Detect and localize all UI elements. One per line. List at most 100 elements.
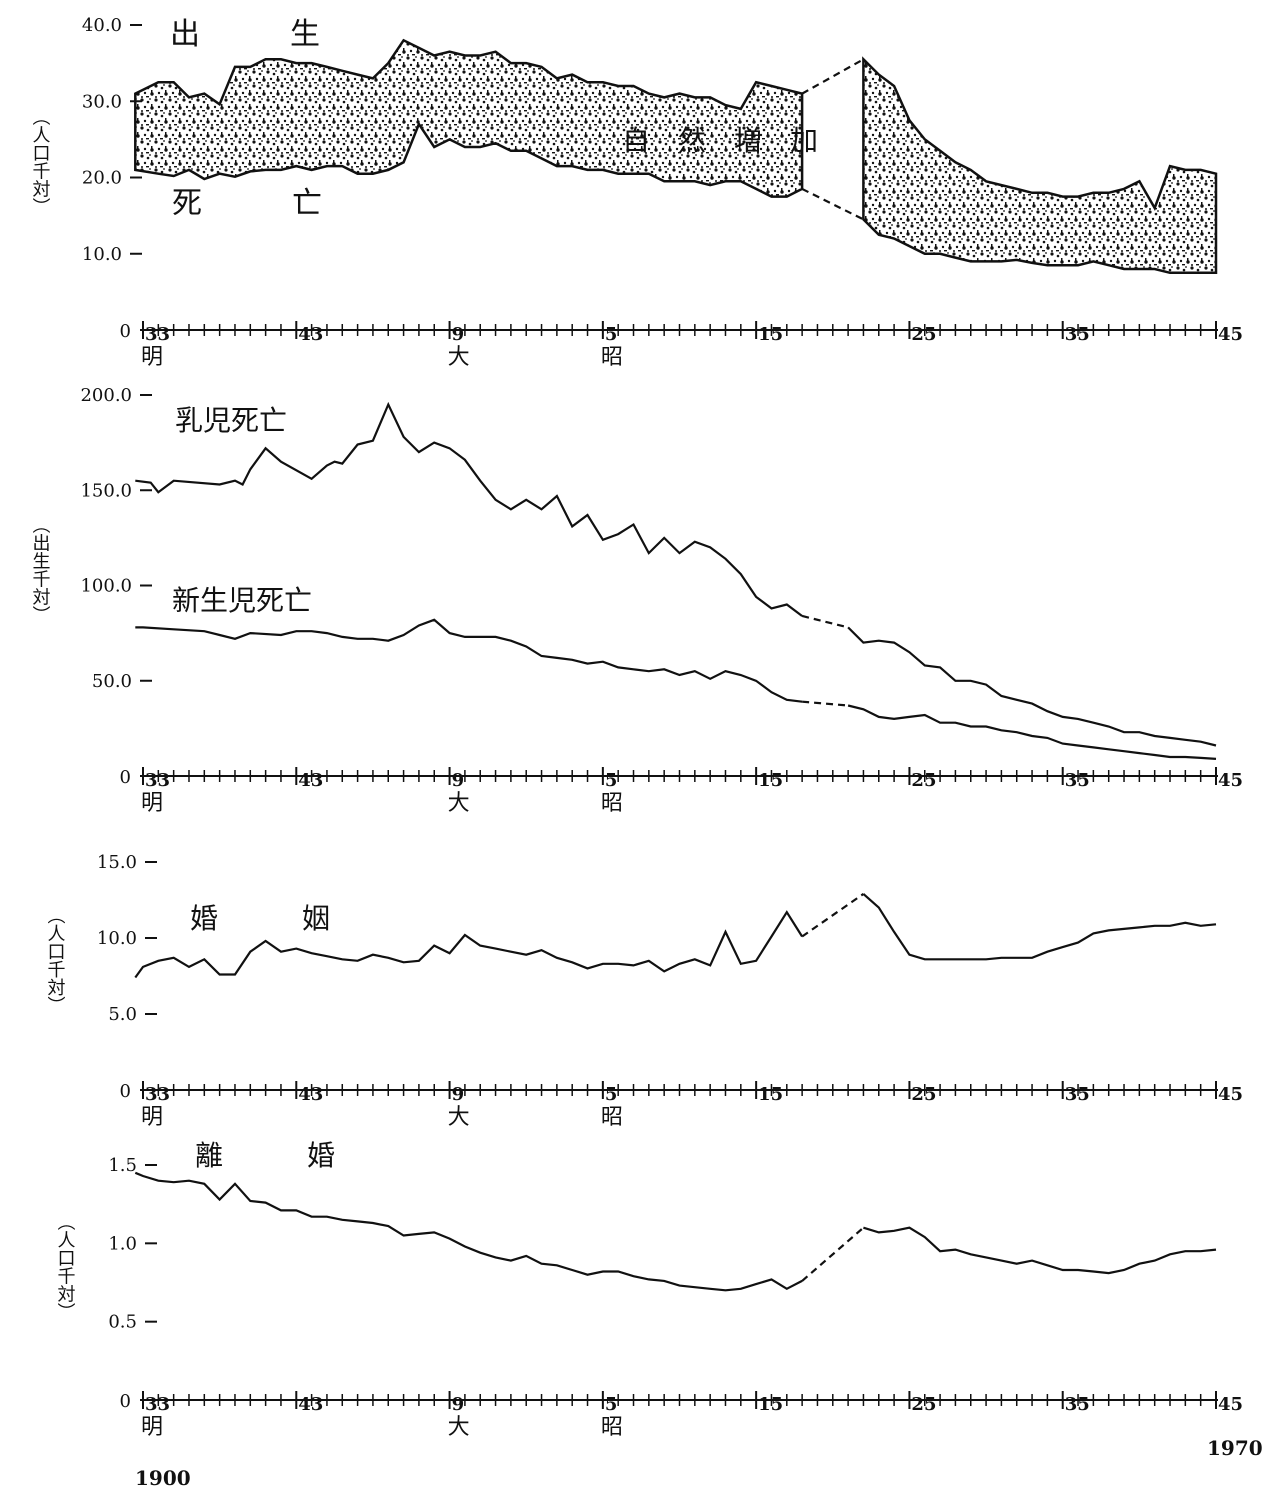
x-zero-label: 0 [120, 767, 131, 788]
era-label: 大 [448, 345, 470, 370]
x-zero-label: 0 [120, 321, 131, 342]
series-line-postwar [847, 704, 1217, 760]
panel-infant-mortality: 200.0 150.0 100.0 50.0 （出生千対） 0 33 43 9 5 15 25 35 45… [30, 385, 1244, 816]
x-tick-label: 35 [1065, 324, 1090, 345]
x-tick-label: 25 [911, 1394, 936, 1415]
era-label: 大 [448, 791, 470, 816]
x-tick-label: 35 [1065, 770, 1090, 791]
panel-marriage-content: 15.0 10.0 5.0 （人口千対） 0 33 43 9 5 15 25 35 45 明 大 昭 [45, 852, 1244, 1130]
y-tick-label: 1.5 [108, 1155, 137, 1176]
x-tick-label: 45 [1218, 1394, 1243, 1415]
series-line-prewar [134, 1171, 803, 1292]
x-tick-label: 43 [298, 770, 323, 791]
y-tick-label: 15.0 [97, 852, 137, 873]
series-gap-dashed [801, 893, 865, 938]
panel-divorce-content: 1.5 1.0 0.5 （人口千対） 0 33 43 9 5 15 25 35 45 明 大 昭 [55, 1155, 1244, 1440]
divorce-label: 離 婚 [195, 1139, 335, 1172]
infant-death-label: 乳児死亡 [175, 404, 287, 437]
y-tick-label: 10.0 [97, 928, 137, 949]
death-label: 死 亡 [172, 186, 322, 221]
x-tick-label: 45 [1218, 324, 1243, 345]
panel-marriage: 15.0 10.0 5.0 （人口千対） 0 33 43 9 5 15 25 35 45 明 大 昭 婚 姻 [45, 852, 1244, 1130]
x-zero-label: 0 [120, 1391, 131, 1412]
era-label: 明 [141, 1415, 163, 1440]
x-tick-label: 25 [911, 1084, 936, 1105]
natural-increase-band-prewar [134, 38, 804, 198]
x-tick-label: 15 [758, 1394, 783, 1415]
x-tick-label: 25 [911, 324, 936, 345]
panel-infant-mortality-content: 200.0 150.0 100.0 50.0 （出生千対） 0 33 43 9 5 15 25 35 45… [30, 385, 1244, 816]
x-tick-label: 15 [758, 770, 783, 791]
x-tick-label: 33 [145, 324, 170, 345]
y-tick-label: 50.0 [92, 671, 132, 692]
x-tick-label: 9 [452, 324, 465, 345]
marriage-label: 婚 姻 [190, 902, 330, 935]
x-tick-label: 35 [1065, 1084, 1090, 1105]
y-tick-label: 30.0 [82, 91, 122, 112]
x-tick-label: 9 [452, 1084, 465, 1105]
panel-births-deaths: 40.0 30.0 20.0 10.0 （人口千対） 0 33 43 9 5 15 25 35 45 明 大 昭… [30, 15, 1244, 370]
y-axis-label: （人口千対） [30, 108, 51, 216]
x-tick-label: 25 [911, 770, 936, 791]
series-line-prewar [135, 401, 803, 617]
era-label: 明 [141, 1105, 163, 1130]
year-end-label: 1970 [1207, 1436, 1263, 1460]
era-label: 明 [141, 791, 163, 816]
y-axis-label: （人口千対） [45, 906, 66, 1014]
x-tick-label: 43 [298, 1084, 323, 1105]
birth-label: 出 生 [170, 17, 320, 52]
series-gap-dashed [802, 700, 849, 707]
x-zero-label: 0 [120, 1081, 131, 1102]
era-label: 昭 [601, 345, 623, 370]
era-label: 昭 [601, 791, 623, 816]
death-rate-gap [801, 187, 864, 221]
x-tick-label: 33 [145, 1394, 170, 1415]
y-tick-label: 150.0 [80, 480, 132, 501]
y-axis-label: （出生千対） [30, 516, 51, 624]
x-tick-label: 9 [452, 770, 465, 791]
natural-increase-band-postwar [862, 56, 1218, 275]
series-line-postwar [862, 893, 1217, 961]
year-start-label: 1900 [135, 1466, 191, 1490]
x-tick-label: 5 [605, 770, 618, 791]
panel-births-deaths-content: 40.0 30.0 20.0 10.0 （人口千対） 0 33 43 9 5 15 25 35 45 明 大 昭 [30, 15, 1244, 370]
series-line-prewar [134, 910, 804, 979]
series-line-postwar [863, 1226, 1217, 1275]
era-label: 大 [448, 1415, 470, 1440]
y-tick-label: 200.0 [80, 385, 132, 406]
x-tick-label: 33 [145, 1084, 170, 1105]
x-tick-label: 35 [1065, 1394, 1090, 1415]
x-tick-label: 5 [605, 1084, 618, 1105]
x-tick-label: 15 [758, 1084, 783, 1105]
natural-increase-label: 自 然 増 加 [622, 124, 818, 157]
era-label: 昭 [601, 1105, 623, 1130]
era-label: 明 [141, 345, 163, 370]
x-tick-label: 5 [605, 324, 618, 345]
y-tick-label: 100.0 [80, 576, 132, 597]
y-axis-label: （人口千対） [55, 1213, 76, 1321]
panel-divorce: 1.5 1.0 0.5 （人口千対） 0 33 43 9 5 15 25 35 45 明 大 昭 離 婚 [55, 1139, 1244, 1440]
x-tick-label: 43 [298, 324, 323, 345]
neonatal-death-label: 新生児死亡 [172, 584, 312, 617]
series-gap-dashed [801, 614, 849, 629]
y-tick-label: 5.0 [108, 1004, 137, 1025]
series-line-prewar [135, 618, 803, 703]
series-line-postwar [847, 626, 1217, 747]
y-tick-label: 20.0 [82, 168, 122, 189]
era-label: 昭 [601, 1415, 623, 1440]
birth-rate-gap [801, 58, 864, 95]
y-tick-label: 10.0 [82, 244, 122, 265]
x-tick-label: 15 [758, 324, 783, 345]
era-label: 大 [448, 1105, 470, 1130]
y-tick-label: 1.0 [108, 1233, 137, 1254]
x-tick-label: 43 [298, 1394, 323, 1415]
x-tick-label: 5 [605, 1394, 618, 1415]
x-tick-label: 45 [1218, 1084, 1243, 1105]
x-tick-label: 33 [145, 770, 170, 791]
y-tick-label: 0.5 [108, 1312, 137, 1333]
x-tick-label: 45 [1218, 770, 1243, 791]
x-tick-label: 9 [452, 1394, 465, 1415]
y-tick-label: 40.0 [82, 15, 122, 36]
series-gap-dashed [801, 1226, 865, 1282]
